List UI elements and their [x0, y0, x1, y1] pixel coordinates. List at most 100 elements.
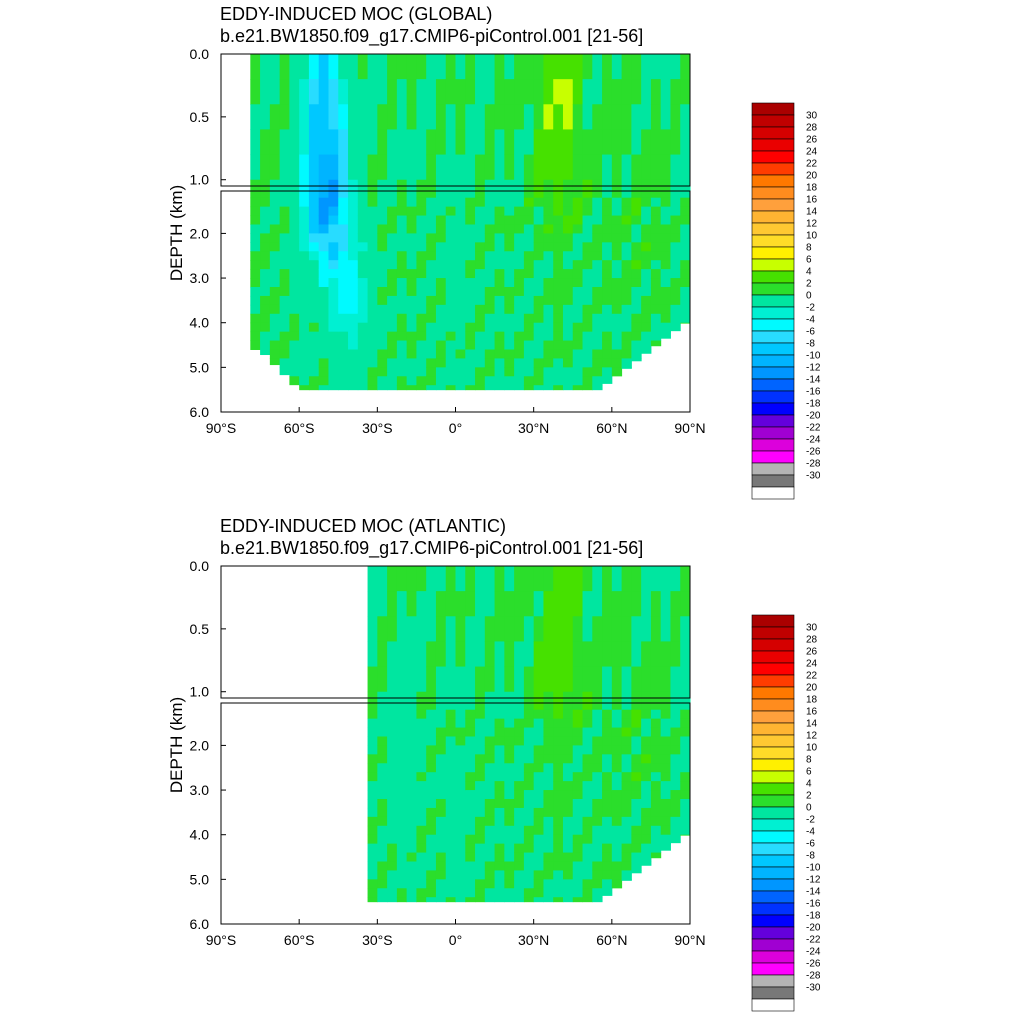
field-cell: [514, 260, 525, 270]
field-cell: [387, 331, 398, 342]
field-cell: [465, 709, 476, 720]
field-cell: [465, 104, 476, 130]
field-cell: [504, 641, 515, 668]
field-cell: [426, 251, 437, 261]
field-cell: [357, 206, 369, 217]
field-cell: [426, 727, 437, 737]
field-cell: [367, 816, 378, 827]
field-cell: [582, 278, 593, 288]
field-cell: [475, 295, 486, 306]
field-cell: [377, 186, 388, 199]
field-cell: [377, 754, 388, 764]
field-cell: [533, 736, 544, 746]
field-cell: [328, 154, 339, 181]
field-cell: [543, 385, 554, 391]
field-cell: [582, 331, 593, 342]
field-cell: [416, 104, 427, 130]
field-cell: [455, 727, 466, 737]
field-cell: [562, 843, 574, 854]
field-cell: [523, 233, 535, 243]
field-cell: [348, 197, 359, 208]
field-cell: [416, 709, 427, 720]
field-cell: [357, 251, 369, 261]
field-cell: [592, 736, 603, 746]
colorbar-label: -10: [806, 863, 821, 874]
field-cell: [367, 591, 378, 617]
field-cell: [621, 286, 632, 297]
field-cell: [562, 79, 574, 105]
field-cell: [308, 186, 320, 199]
field-cell: [367, 781, 378, 791]
field-cell: [660, 233, 671, 243]
field-cell: [455, 691, 466, 699]
field-cell: [553, 358, 564, 368]
field-cell: [367, 313, 378, 324]
field-cell: [602, 709, 613, 720]
field-cell: [475, 807, 486, 818]
field-cell: [660, 322, 671, 333]
field-cell: [416, 691, 427, 699]
field-cell: [396, 798, 408, 809]
field-cell: [269, 358, 281, 366]
field-cell: [602, 798, 613, 809]
field-cell: [494, 295, 505, 306]
field-cell: [533, 691, 544, 699]
field-cell: [660, 251, 671, 261]
field-cell: [396, 322, 408, 333]
field-cell: [611, 367, 623, 377]
field-cell: [582, 304, 593, 315]
colorbar-label: 22: [806, 159, 818, 170]
field-cell: [562, 278, 574, 288]
field-cell: [367, 358, 378, 368]
field-cell: [680, 129, 691, 156]
field-cell: [416, 367, 427, 377]
field-cell: [641, 781, 652, 791]
field-cell: [621, 772, 632, 782]
field-cell: [308, 233, 320, 243]
field-cell: [621, 313, 632, 324]
y-tick-label: 0.5: [190, 109, 210, 125]
field-cell: [377, 691, 388, 699]
field-cell: [387, 591, 398, 617]
field-cell: [562, 331, 574, 342]
field-cell: [435, 781, 447, 791]
field-cell: [650, 340, 662, 347]
field-cell: [475, 781, 486, 791]
field-cell: [475, 313, 486, 324]
field-cell: [279, 367, 290, 376]
field-cell: [631, 781, 642, 791]
field-cell: [602, 322, 613, 333]
field-cell: [602, 666, 613, 693]
field-cell: [260, 233, 271, 243]
field-cell: [348, 154, 359, 181]
field-cell: [426, 852, 437, 862]
field-cell: [357, 224, 369, 234]
field-cell: [387, 129, 398, 156]
field-cell: [592, 843, 603, 854]
field-cell: [475, 376, 486, 386]
field-cell: [523, 816, 535, 827]
field-cell: [377, 897, 388, 903]
field-cell: [543, 349, 554, 359]
field-cell: [435, 616, 447, 642]
field-cell: [611, 566, 623, 592]
field-cell: [357, 385, 369, 391]
field-cell: [523, 641, 535, 668]
field-cell: [602, 79, 613, 105]
field-cell: [660, 186, 671, 199]
field-cell: [680, 709, 691, 720]
field-cell: [621, 224, 632, 234]
field-cell: [387, 897, 398, 903]
field-cell: [572, 772, 584, 782]
field-cell: [416, 772, 427, 782]
field-cell: [289, 304, 300, 315]
field-cell: [406, 616, 417, 642]
field-cell: [670, 79, 681, 105]
field-cell: [572, 215, 584, 225]
field-cell: [445, 698, 456, 711]
colorbar-swatch: [751, 974, 795, 988]
field-cell: [533, 313, 544, 324]
field-cell: [650, 104, 662, 130]
field-cell: [641, 186, 652, 199]
field-cell: [680, 304, 691, 315]
